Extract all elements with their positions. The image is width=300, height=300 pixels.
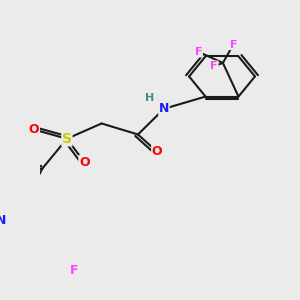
Text: F: F xyxy=(195,47,202,57)
Text: N: N xyxy=(159,102,169,115)
Text: F: F xyxy=(70,264,78,278)
Text: O: O xyxy=(79,155,90,169)
Text: O: O xyxy=(29,123,39,136)
Text: S: S xyxy=(62,132,72,146)
Text: N: N xyxy=(0,214,6,227)
Text: H: H xyxy=(146,93,155,103)
Text: O: O xyxy=(152,145,162,158)
Text: F: F xyxy=(211,61,218,71)
Text: F: F xyxy=(230,40,237,50)
